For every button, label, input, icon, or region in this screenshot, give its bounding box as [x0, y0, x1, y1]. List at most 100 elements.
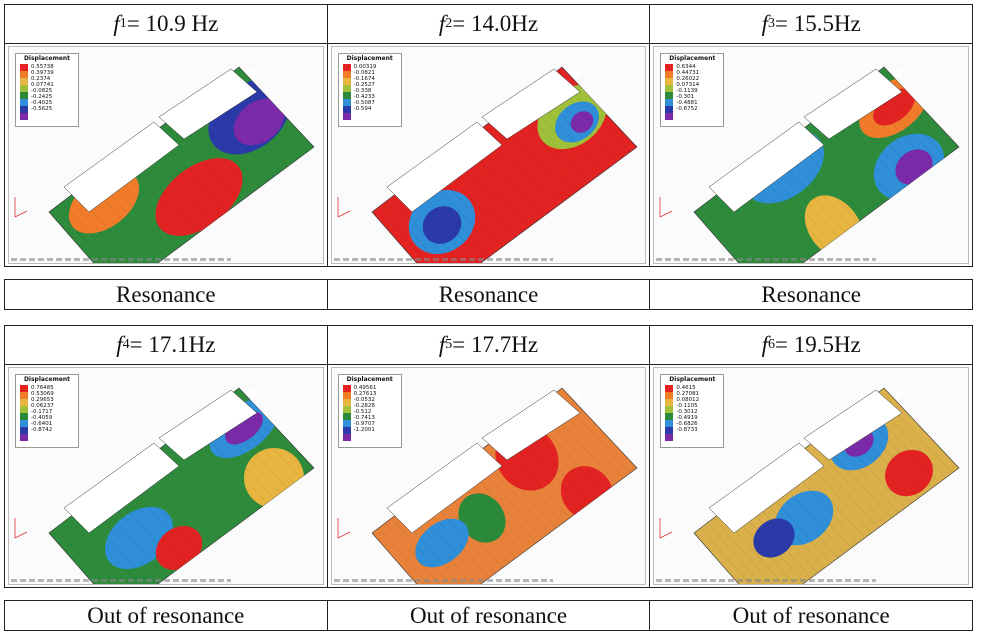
freq-symbol: f — [113, 11, 120, 36]
legend-value: -0.512 — [353, 409, 372, 415]
legend-swatch — [665, 106, 674, 113]
legend-value: -0.3012 — [676, 409, 698, 415]
mesh-line — [561, 67, 637, 148]
freq-index: 3 — [767, 16, 775, 31]
legend-swatch — [342, 392, 351, 399]
plate-opening-left — [708, 442, 825, 534]
freq-index: 1 — [119, 16, 127, 31]
mesh-line — [166, 442, 241, 524]
mesh-line — [707, 522, 778, 584]
legend-swatch — [20, 406, 28, 413]
legend-value: -0.4919 — [676, 415, 698, 421]
displacement-contour — [458, 493, 506, 543]
mesh-line — [378, 527, 449, 584]
legend-value: 0.76485 — [31, 385, 54, 391]
legend-swatch — [342, 413, 351, 420]
legend-value: -0.2425 — [31, 94, 53, 100]
axis-triad-icon — [337, 518, 350, 539]
legend-value: 0.06237 — [31, 403, 54, 409]
mode-shape-plot-5: Displacement 0.49561 0.27613 -0.0532 -0.2828… — [330, 367, 647, 585]
legend-swatch — [665, 399, 674, 406]
legend-swatch — [665, 71, 674, 78]
legend-swatch — [20, 385, 28, 392]
mesh-line — [384, 522, 456, 584]
status-label-3: Resonance — [761, 281, 861, 307]
displacement-contour — [753, 518, 795, 558]
legend-value: -0.4881 — [676, 100, 698, 106]
mesh-line — [378, 206, 449, 263]
legend-swatch — [342, 99, 351, 106]
legend-value: 0.29653 — [31, 397, 54, 403]
legend-value: 0.39739 — [31, 70, 54, 76]
legend-value: -0.9707 — [353, 421, 375, 427]
displacement-contour — [155, 525, 203, 571]
mode-shape-svg — [659, 387, 960, 584]
mesh-line — [166, 121, 241, 203]
legend-value: -0.6752 — [676, 106, 698, 112]
freq-value: = 10.9 Hz — [126, 11, 219, 36]
legend-value: -0.8733 — [676, 427, 698, 433]
displacement-contour — [225, 411, 263, 445]
legend-value: -0.4233 — [353, 94, 375, 100]
mode-shape-svg — [337, 66, 638, 263]
freq-symbol: f — [761, 11, 768, 36]
axis-triad-icon — [337, 197, 350, 218]
plate-opening-right — [158, 68, 258, 140]
mesh-line — [713, 196, 785, 263]
displacement-contour — [885, 449, 934, 497]
legend-value: -1.2001 — [353, 427, 375, 433]
mesh-line — [489, 442, 563, 524]
legend-swatch — [665, 113, 674, 120]
legend-value: 0.08012 — [676, 397, 700, 403]
mode-shape-plot-3: Displacement 0.6344 0.44731 0.26022 0.07314 -… — [653, 46, 970, 264]
status-row-bottom: Out of resonance Out of resonance Out of… — [4, 600, 973, 631]
legend-swatch — [20, 113, 28, 120]
mesh-line — [700, 527, 772, 584]
legend-value: 0.49561 — [353, 385, 377, 391]
legend-swatch — [342, 92, 351, 99]
legend-swatch — [20, 427, 28, 434]
mesh-line — [371, 532, 442, 584]
mesh-line — [49, 532, 120, 584]
legend-swatch — [20, 78, 28, 85]
freq-index: 2 — [445, 16, 453, 31]
legend-value: -0.6401 — [31, 421, 53, 427]
legend-value: -0.301 — [676, 94, 695, 100]
status-label-5: Out of resonance — [328, 601, 651, 630]
legend-value: 0.07314 — [676, 82, 700, 88]
plate-opening-left — [386, 442, 503, 534]
freq-symbol: f — [438, 332, 446, 357]
legend-swatch — [665, 427, 674, 434]
status-row-top: Resonance Resonance Resonance — [4, 279, 973, 310]
plate-opening-right — [803, 389, 903, 461]
legend-swatch — [665, 413, 674, 420]
legend-title: Displacement — [346, 376, 393, 383]
legend-swatch — [20, 434, 28, 441]
freq-index: 5 — [445, 337, 453, 352]
legend-swatch — [665, 78, 674, 85]
legend-swatch — [342, 385, 351, 392]
mesh-line — [61, 201, 133, 263]
legend-value: -0.0532 — [353, 397, 375, 403]
legend-value: 0.26022 — [676, 76, 700, 82]
mesh-line — [707, 201, 778, 263]
legend-value: -0.5087 — [353, 100, 375, 106]
legend-value: -0.594 — [353, 106, 372, 112]
status-label-6: Out of resonance — [732, 602, 890, 628]
displacement-legend: Displacement 0.6344 0.44731 0.26022 0.07314 -… — [660, 53, 725, 127]
displacement-contour — [233, 98, 285, 146]
legend-value: 0.6344 — [676, 64, 696, 70]
legend-value: 0.44731 — [676, 70, 700, 76]
legend-swatch — [665, 64, 674, 71]
axis-triad-icon — [14, 518, 28, 539]
legend-title: Displacement — [346, 55, 393, 62]
legend-value: -0.0825 — [31, 88, 53, 94]
freq-value: = 17.7Hz — [452, 332, 539, 357]
software-status-bar — [11, 258, 231, 261]
legend-title: Displacement — [669, 55, 716, 62]
legend-swatch — [342, 420, 351, 427]
legend-swatch — [342, 106, 351, 113]
